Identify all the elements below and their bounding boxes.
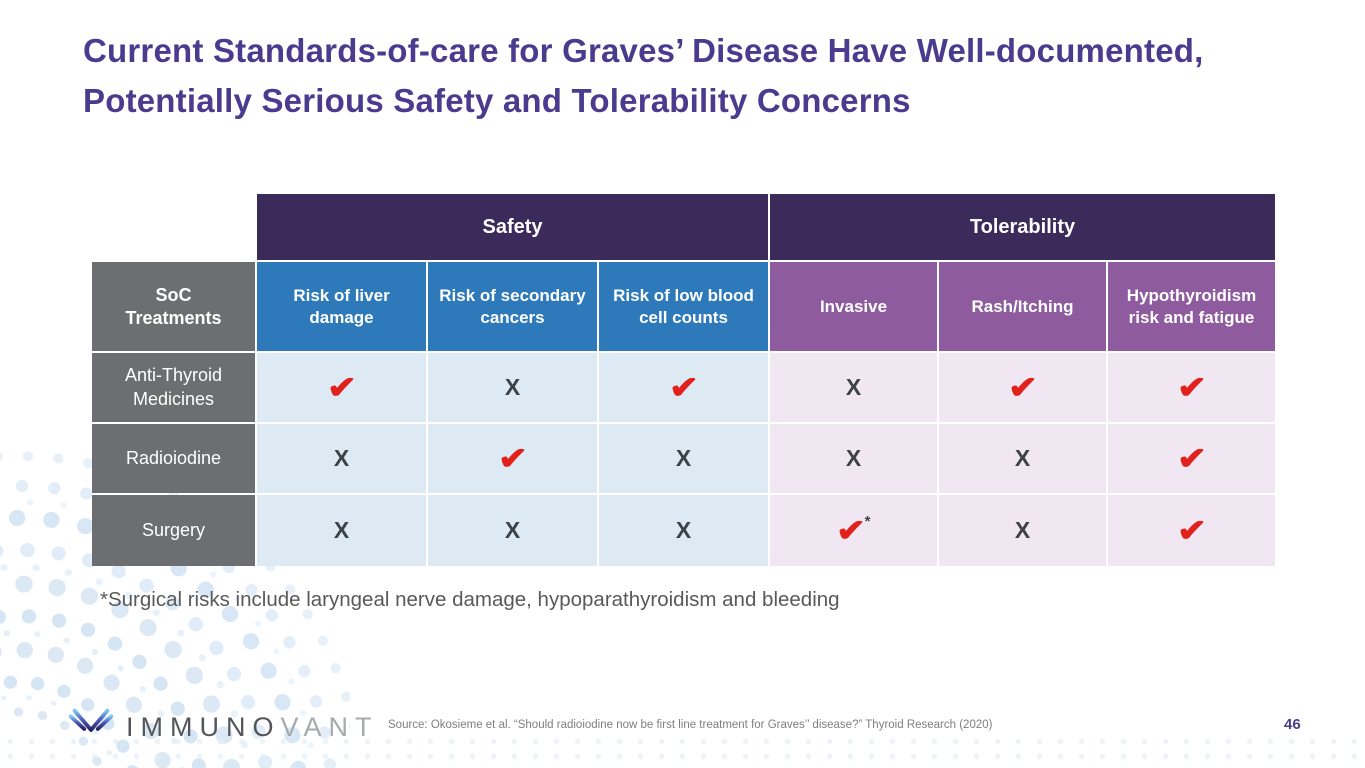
column-header: Hypothyroidism risk and fatigue: [1108, 262, 1275, 351]
group-header-tolerability: Tolerability: [770, 194, 1275, 260]
column-header: Risk of secondary cancers: [428, 262, 597, 351]
mark-cell: X: [428, 495, 597, 566]
logo-wordmark: IMMUNOVANT: [126, 712, 379, 743]
x-icon: X: [1014, 517, 1031, 543]
check-icon: ✔: [1176, 513, 1207, 548]
x-icon: X: [504, 517, 521, 543]
x-icon: X: [1014, 445, 1031, 471]
dots-decoration: [0, 451, 350, 768]
mark-cell: X: [770, 353, 937, 422]
x-icon: X: [333, 445, 350, 471]
mark-cell: X: [939, 424, 1106, 493]
mark-cell: X: [939, 495, 1106, 566]
column-header: Risk of liver damage: [257, 262, 426, 351]
mark-cell: X: [599, 495, 768, 566]
column-header: Invasive: [770, 262, 937, 351]
page-number: 46: [1284, 716, 1301, 733]
x-icon: X: [333, 517, 350, 543]
soc-treatments-table: Safety Tolerability SoC Treatments Risk of l…: [92, 194, 1275, 566]
mark-cell: X: [599, 424, 768, 493]
check-icon: ✔: [1176, 441, 1207, 476]
row-header: Radioiodine: [92, 424, 255, 493]
mark-cell: X: [770, 424, 937, 493]
logo-text-immuno: IMMUNO: [126, 711, 281, 742]
check-icon: ✔: [497, 441, 528, 476]
slide-title: Current Standards-of-care for Graves’ Di…: [83, 32, 1204, 119]
row-header: Surgery: [92, 495, 255, 566]
mark-cell: ✔ *: [770, 495, 937, 566]
mark-cell: X: [257, 495, 426, 566]
group-header-safety: Safety: [257, 194, 768, 260]
x-icon: X: [675, 445, 692, 471]
corner-header: SoC Treatments: [92, 262, 255, 351]
mark-cell: ✔: [1108, 424, 1275, 493]
mark-cell: ✔: [257, 353, 426, 422]
mark-cell: ✔: [1108, 495, 1275, 566]
check-icon: ✔: [1007, 370, 1038, 405]
mark-cell: ✔: [1108, 353, 1275, 422]
bottom-dots-decoration: [0, 734, 1365, 768]
logo-text-vant: VANT: [280, 711, 379, 742]
x-icon: X: [504, 374, 521, 400]
check-icon: ✔: [668, 370, 699, 405]
source-citation: Source: Okosieme et al. “Should radioiod…: [388, 719, 993, 731]
immunovant-logo: IMMUNOVANT: [62, 698, 379, 756]
row-header: Anti-Thyroid Medicines: [92, 353, 255, 422]
antibody-icon: [68, 708, 114, 755]
check-icon: ✔: [326, 370, 357, 405]
check-icon: ✔: [1176, 370, 1207, 405]
mark-cell: ✔: [428, 424, 597, 493]
footnote: *Surgical risks include laryngeal nerve …: [100, 588, 840, 611]
asterisk: *: [864, 513, 871, 530]
check-icon: ✔: [835, 513, 866, 548]
mark-cell: ✔: [939, 353, 1106, 422]
mark-cell: X: [428, 353, 597, 422]
column-header: Rash/Itching: [939, 262, 1106, 351]
corner-blank-cell: [92, 194, 255, 260]
x-icon: X: [845, 445, 862, 471]
mark-cell: ✔: [599, 353, 768, 422]
mark-cell: X: [257, 424, 426, 493]
column-header: Risk of low blood cell counts: [599, 262, 768, 351]
x-icon: X: [845, 374, 862, 400]
x-icon: X: [675, 517, 692, 543]
